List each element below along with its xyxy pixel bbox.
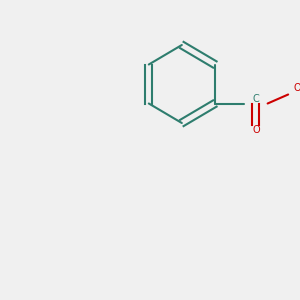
- Text: C: C: [253, 94, 259, 104]
- Text: O: O: [293, 83, 300, 94]
- Text: O: O: [252, 125, 260, 136]
